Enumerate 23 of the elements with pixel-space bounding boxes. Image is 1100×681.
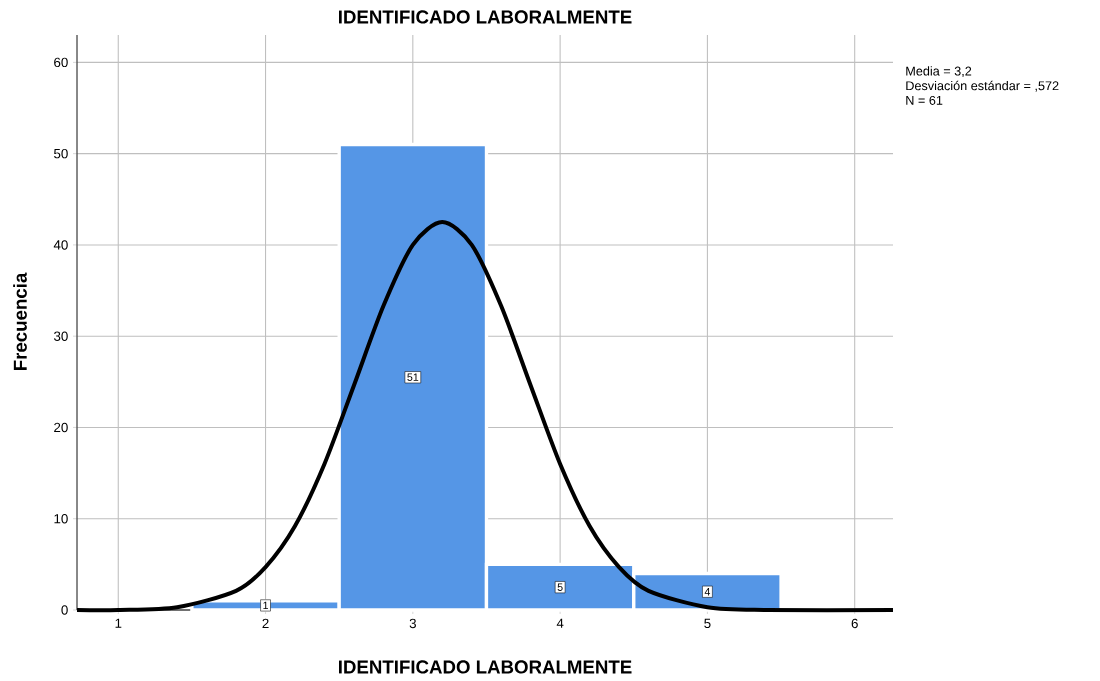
x-tick-label: 5 xyxy=(704,618,711,628)
data-label: 1 xyxy=(263,601,268,610)
y-tick-label: 60 xyxy=(54,57,68,68)
data-label: 51 xyxy=(407,373,419,381)
y-tick-label: 40 xyxy=(53,240,68,250)
x-axis-title: IDENTIFICADO LABORALMENTE xyxy=(339,660,632,674)
y-axis-title: Frecuencia xyxy=(13,272,27,371)
y-tick-label: 50 xyxy=(54,148,68,159)
chart-title: IDENTIFICADO LABORALMENTE xyxy=(339,10,632,24)
data-label: 4 xyxy=(704,588,711,596)
x-tick-label: 1 xyxy=(115,618,122,628)
y-tick-label: 30 xyxy=(53,331,68,341)
x-tick-label: 6 xyxy=(851,618,858,629)
x-tick-label: 4 xyxy=(556,618,564,628)
text: Media = 3,2 xyxy=(906,66,972,78)
y-tick-label: 20 xyxy=(54,422,68,433)
y-tick-label: 10 xyxy=(54,514,68,524)
x-tick-label: 3 xyxy=(409,618,416,629)
text: Desviación estándar = ,572 xyxy=(906,80,1059,92)
data-label: 5 xyxy=(557,583,563,591)
y-tick-label: 0 xyxy=(61,605,68,615)
x-tick-label: 2 xyxy=(262,618,269,628)
text: N = 61 xyxy=(906,95,943,105)
